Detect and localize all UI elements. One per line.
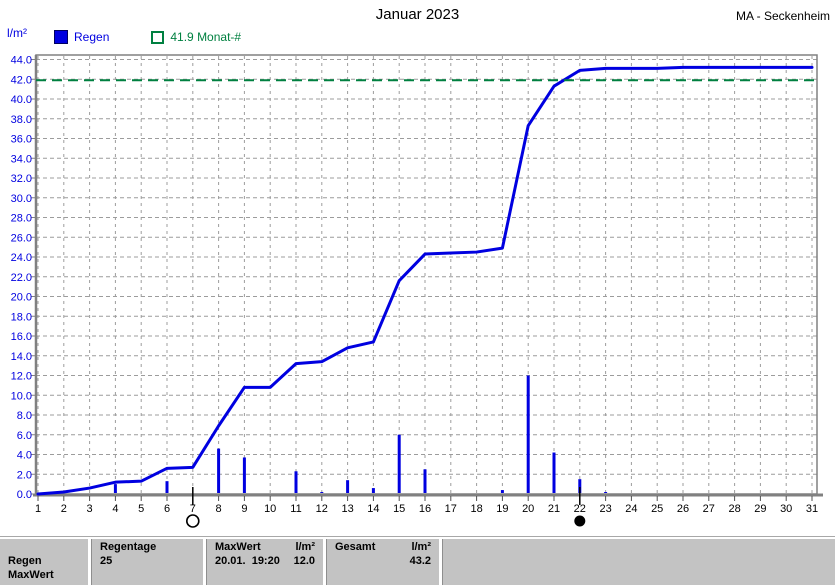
regen-row-label: Regen [8, 555, 42, 567]
svg-text:17: 17 [445, 503, 457, 515]
svg-text:6: 6 [164, 503, 170, 515]
svg-text:15: 15 [393, 503, 405, 515]
svg-text:14: 14 [367, 503, 379, 515]
maxwert-unit: l/m² [295, 541, 315, 553]
x-axis-labels: 1 2 3 4 5 6 7 8 9 10 11 12 13 14 15 16 17 18 19 20 21 22 23 24 2… [35, 503, 818, 515]
maxwert-value: 12.0 [293, 555, 315, 567]
svg-text:27: 27 [703, 503, 715, 515]
svg-text:32.0: 32.0 [11, 173, 32, 185]
svg-text:6.0: 6.0 [17, 430, 32, 442]
open-circle-icon [186, 487, 200, 528]
svg-text:22: 22 [574, 503, 586, 515]
gesamt-value: 43.2 [409, 555, 431, 567]
svg-text:4: 4 [112, 503, 118, 515]
svg-text:16: 16 [419, 503, 431, 515]
svg-text:11: 11 [290, 503, 301, 515]
row-labels-cell: Regen MaxWert [0, 539, 88, 585]
svg-text:31: 31 [806, 503, 818, 515]
svg-text:26.0: 26.0 [11, 232, 32, 244]
svg-text:24.0: 24.0 [11, 252, 32, 264]
svg-text:2.0: 2.0 [17, 469, 32, 481]
svg-text:44.0: 44.0 [11, 55, 32, 67]
station-label: MA - Seckenheim [735, 9, 830, 23]
regentage-value: 25 [100, 555, 113, 567]
svg-text:26: 26 [677, 503, 689, 515]
svg-text:28: 28 [728, 503, 740, 515]
cumulative-rain-line [36, 65, 814, 496]
plot-frame [33, 54, 823, 497]
svg-text:20.0: 20.0 [11, 292, 32, 304]
y-axis-labels: 0.0 2.0 4.0 6.0 8.0 10.0 12.0 14.0 16.0 18.0 20.0 2… [11, 55, 32, 502]
gesamt-cell: Gesamt l/m² 43.2 [326, 539, 439, 585]
svg-text:34.0: 34.0 [11, 153, 32, 165]
maxwert-datetime: 20.01. 19:20 [215, 555, 280, 567]
gesamt-header: Gesamt [335, 541, 376, 553]
maxwert-row-label: MaxWert [8, 569, 54, 581]
svg-text:24: 24 [625, 503, 637, 515]
svg-text:10.0: 10.0 [11, 390, 32, 402]
svg-text:14.0: 14.0 [11, 351, 32, 363]
summary-table: Regen MaxWert Regentage 25 MaxWert l/m² … [0, 536, 835, 588]
svg-text:12.0: 12.0 [11, 371, 32, 383]
svg-text:16.0: 16.0 [11, 331, 32, 343]
monat-checkbox-icon [151, 30, 165, 44]
page-title: Januar 2023 [375, 6, 460, 23]
maxwert-header: MaxWert [215, 541, 261, 553]
regen-series-swatch-icon [54, 30, 68, 44]
svg-text:18: 18 [470, 503, 482, 515]
svg-text:40.0: 40.0 [11, 94, 32, 106]
gesamt-unit: l/m² [411, 541, 431, 553]
svg-text:29: 29 [754, 503, 766, 515]
svg-text:8.0: 8.0 [17, 410, 32, 422]
svg-text:8: 8 [216, 503, 222, 515]
rain-chart: 1 2 3 4 5 6 7 8 9 10 11 12 13 14 15 16 17 18 19 20 21 22 23 24 2… [11, 54, 823, 528]
svg-text:18.0: 18.0 [11, 311, 32, 323]
daily-rain-bars [62, 375, 814, 494]
svg-text:28.0: 28.0 [11, 213, 32, 225]
svg-text:25: 25 [651, 503, 663, 515]
svg-text:22.0: 22.0 [11, 272, 32, 284]
svg-text:7: 7 [190, 503, 196, 515]
maxwert-cell: MaxWert l/m² 20.01. 19:20 12.0 [206, 539, 323, 585]
svg-text:36.0: 36.0 [11, 134, 32, 146]
svg-text:20: 20 [522, 503, 534, 515]
svg-text:10: 10 [264, 503, 276, 515]
legend: Regen 41.9 Monat-# [54, 30, 241, 44]
y-axis-unit-label: l/m² [7, 26, 27, 40]
svg-text:19: 19 [496, 503, 508, 515]
filled-circle-icon [574, 487, 586, 527]
svg-text:3: 3 [87, 503, 93, 515]
svg-text:0.0: 0.0 [17, 489, 32, 501]
svg-text:21: 21 [548, 503, 560, 515]
grid-lines [36, 56, 817, 493]
regentage-header: Regentage [100, 541, 157, 553]
empty-cell [442, 539, 835, 585]
legend-item-regen: Regen [54, 30, 109, 44]
svg-text:1: 1 [35, 503, 41, 515]
svg-text:2: 2 [61, 503, 67, 515]
legend-regen-label: Regen [74, 30, 110, 44]
svg-text:9: 9 [241, 503, 247, 515]
legend-item-monat: 41.9 Monat-# [151, 30, 241, 44]
svg-text:5: 5 [138, 503, 144, 515]
legend-monat-label: 41.9 Monat-# [170, 30, 242, 44]
svg-text:12: 12 [316, 503, 328, 515]
regentage-cell: Regentage 25 [91, 539, 203, 585]
svg-text:42.0: 42.0 [11, 74, 32, 86]
svg-text:13: 13 [341, 503, 353, 515]
svg-text:30: 30 [780, 503, 792, 515]
svg-text:30.0: 30.0 [11, 193, 32, 205]
svg-text:4.0: 4.0 [17, 450, 32, 462]
svg-text:38.0: 38.0 [11, 114, 32, 126]
svg-text:23: 23 [599, 503, 611, 515]
